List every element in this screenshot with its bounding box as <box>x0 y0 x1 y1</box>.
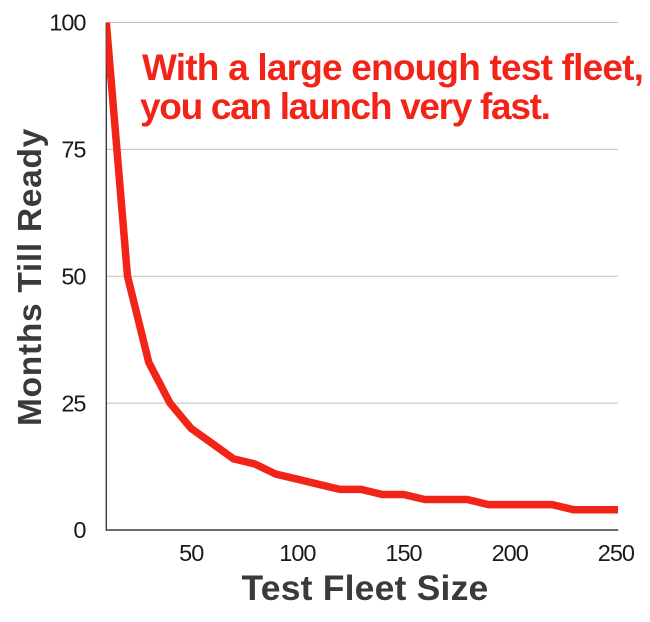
svg-text:With a large enough test fleet: With a large enough test fleet, <box>142 47 643 88</box>
svg-text:100: 100 <box>49 10 86 36</box>
svg-text:0: 0 <box>73 517 86 543</box>
svg-text:250: 250 <box>598 540 635 566</box>
svg-text:100: 100 <box>279 540 316 566</box>
svg-text:200: 200 <box>492 540 529 566</box>
svg-text:Test Fleet Size: Test Fleet Size <box>242 568 489 608</box>
svg-text:50: 50 <box>61 264 86 290</box>
svg-text:25: 25 <box>61 390 86 416</box>
svg-text:75: 75 <box>61 137 86 163</box>
svg-text:150: 150 <box>385 540 422 566</box>
svg-text:Months Till Ready: Months Till Ready <box>12 128 49 426</box>
svg-text:50: 50 <box>179 540 204 566</box>
svg-text:you can launch very fast.: you can launch very fast. <box>140 86 550 127</box>
